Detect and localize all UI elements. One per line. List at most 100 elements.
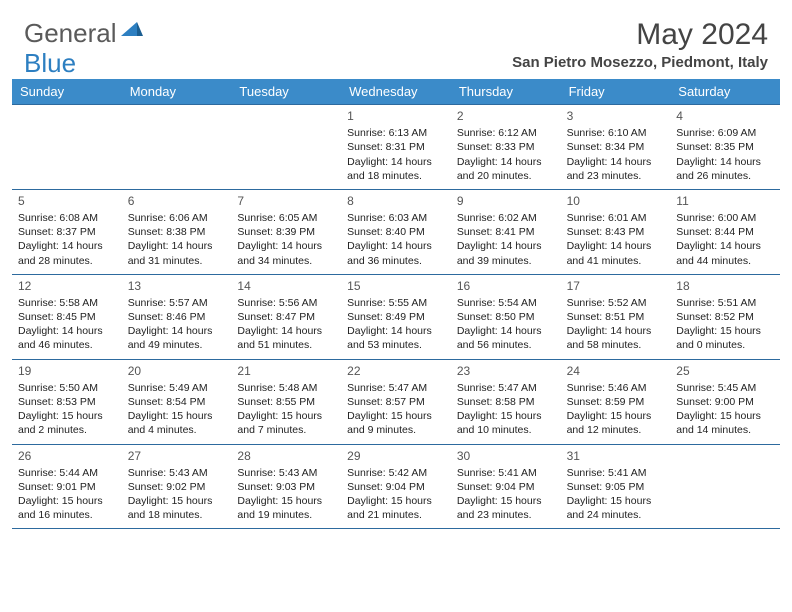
sunrise-text: Sunrise: 5:58 AM xyxy=(18,296,116,310)
daylight-text: Daylight: 15 hours and 24 minutes. xyxy=(567,494,665,522)
calendar-day: 5Sunrise: 6:08 AMSunset: 8:37 PMDaylight… xyxy=(12,190,122,274)
calendar-day: 19Sunrise: 5:50 AMSunset: 8:53 PMDayligh… xyxy=(12,360,122,444)
calendar-day: 16Sunrise: 5:54 AMSunset: 8:50 PMDayligh… xyxy=(451,275,561,359)
sunrise-text: Sunrise: 5:41 AM xyxy=(457,466,555,480)
sunset-text: Sunset: 8:59 PM xyxy=(567,395,665,409)
sunrise-text: Sunrise: 5:54 AM xyxy=(457,296,555,310)
daylight-text: Daylight: 14 hours and 36 minutes. xyxy=(347,239,445,267)
weekday-sat: Saturday xyxy=(670,79,780,104)
sunrise-text: Sunrise: 6:05 AM xyxy=(237,211,335,225)
sunset-text: Sunset: 8:52 PM xyxy=(676,310,774,324)
sunrise-text: Sunrise: 5:57 AM xyxy=(128,296,226,310)
calendar-week: 1Sunrise: 6:13 AMSunset: 8:31 PMDaylight… xyxy=(12,104,780,190)
sunset-text: Sunset: 8:39 PM xyxy=(237,225,335,239)
sunrise-text: Sunrise: 6:06 AM xyxy=(128,211,226,225)
day-number: 31 xyxy=(567,448,665,464)
calendar-day: 12Sunrise: 5:58 AMSunset: 8:45 PMDayligh… xyxy=(12,275,122,359)
weekday-header: Sunday Monday Tuesday Wednesday Thursday… xyxy=(12,79,780,104)
day-number: 17 xyxy=(567,278,665,294)
calendar-week: 26Sunrise: 5:44 AMSunset: 9:01 PMDayligh… xyxy=(12,445,780,530)
day-number: 21 xyxy=(237,363,335,379)
calendar-day: 23Sunrise: 5:47 AMSunset: 8:58 PMDayligh… xyxy=(451,360,561,444)
weekday-fri: Friday xyxy=(561,79,671,104)
daylight-text: Daylight: 14 hours and 23 minutes. xyxy=(567,155,665,183)
daylight-text: Daylight: 15 hours and 9 minutes. xyxy=(347,409,445,437)
weekday-mon: Monday xyxy=(122,79,232,104)
sunset-text: Sunset: 8:46 PM xyxy=(128,310,226,324)
daylight-text: Daylight: 14 hours and 51 minutes. xyxy=(237,324,335,352)
logo-icon xyxy=(121,22,143,45)
daylight-text: Daylight: 14 hours and 39 minutes. xyxy=(457,239,555,267)
sunset-text: Sunset: 8:35 PM xyxy=(676,140,774,154)
sunrise-text: Sunrise: 5:47 AM xyxy=(347,381,445,395)
day-number: 15 xyxy=(347,278,445,294)
calendar-day: 1Sunrise: 6:13 AMSunset: 8:31 PMDaylight… xyxy=(341,105,451,189)
calendar-empty xyxy=(670,445,780,529)
daylight-text: Daylight: 14 hours and 49 minutes. xyxy=(128,324,226,352)
day-number: 25 xyxy=(676,363,774,379)
day-number: 12 xyxy=(18,278,116,294)
calendar-day: 11Sunrise: 6:00 AMSunset: 8:44 PMDayligh… xyxy=(670,190,780,274)
daylight-text: Daylight: 15 hours and 7 minutes. xyxy=(237,409,335,437)
sunset-text: Sunset: 8:34 PM xyxy=(567,140,665,154)
calendar-day: 27Sunrise: 5:43 AMSunset: 9:02 PMDayligh… xyxy=(122,445,232,529)
page-title: May 2024 xyxy=(512,18,768,52)
sunset-text: Sunset: 8:53 PM xyxy=(18,395,116,409)
sunrise-text: Sunrise: 5:48 AM xyxy=(237,381,335,395)
calendar-day: 31Sunrise: 5:41 AMSunset: 9:05 PMDayligh… xyxy=(561,445,671,529)
calendar-day: 26Sunrise: 5:44 AMSunset: 9:01 PMDayligh… xyxy=(12,445,122,529)
sunrise-text: Sunrise: 5:41 AM xyxy=(567,466,665,480)
sunrise-text: Sunrise: 6:03 AM xyxy=(347,211,445,225)
day-number: 26 xyxy=(18,448,116,464)
daylight-text: Daylight: 14 hours and 34 minutes. xyxy=(237,239,335,267)
sunrise-text: Sunrise: 6:08 AM xyxy=(18,211,116,225)
day-number: 9 xyxy=(457,193,555,209)
calendar-day: 22Sunrise: 5:47 AMSunset: 8:57 PMDayligh… xyxy=(341,360,451,444)
day-number: 20 xyxy=(128,363,226,379)
sunset-text: Sunset: 8:44 PM xyxy=(676,225,774,239)
calendar-day: 15Sunrise: 5:55 AMSunset: 8:49 PMDayligh… xyxy=(341,275,451,359)
daylight-text: Daylight: 14 hours and 53 minutes. xyxy=(347,324,445,352)
sunrise-text: Sunrise: 6:12 AM xyxy=(457,126,555,140)
sunrise-text: Sunrise: 6:02 AM xyxy=(457,211,555,225)
weekday-thu: Thursday xyxy=(451,79,561,104)
calendar-empty xyxy=(12,105,122,189)
sunset-text: Sunset: 8:38 PM xyxy=(128,225,226,239)
calendar-day: 4Sunrise: 6:09 AMSunset: 8:35 PMDaylight… xyxy=(670,105,780,189)
logo: General xyxy=(24,18,145,49)
sunrise-text: Sunrise: 5:47 AM xyxy=(457,381,555,395)
sunrise-text: Sunrise: 5:42 AM xyxy=(347,466,445,480)
calendar-day: 25Sunrise: 5:45 AMSunset: 9:00 PMDayligh… xyxy=(670,360,780,444)
sunrise-text: Sunrise: 5:46 AM xyxy=(567,381,665,395)
calendar: Sunday Monday Tuesday Wednesday Thursday… xyxy=(0,79,792,529)
sunset-text: Sunset: 8:50 PM xyxy=(457,310,555,324)
calendar-day: 14Sunrise: 5:56 AMSunset: 8:47 PMDayligh… xyxy=(231,275,341,359)
title-block: May 2024 San Pietro Mosezzo, Piedmont, I… xyxy=(512,18,768,71)
calendar-day: 29Sunrise: 5:42 AMSunset: 9:04 PMDayligh… xyxy=(341,445,451,529)
location-label: San Pietro Mosezzo, Piedmont, Italy xyxy=(512,54,768,71)
calendar-day: 28Sunrise: 5:43 AMSunset: 9:03 PMDayligh… xyxy=(231,445,341,529)
daylight-text: Daylight: 15 hours and 21 minutes. xyxy=(347,494,445,522)
sunset-text: Sunset: 8:54 PM xyxy=(128,395,226,409)
day-number: 18 xyxy=(676,278,774,294)
sunset-text: Sunset: 8:43 PM xyxy=(567,225,665,239)
daylight-text: Daylight: 15 hours and 10 minutes. xyxy=(457,409,555,437)
calendar-empty xyxy=(122,105,232,189)
calendar-week: 19Sunrise: 5:50 AMSunset: 8:53 PMDayligh… xyxy=(12,360,780,445)
sunset-text: Sunset: 8:49 PM xyxy=(347,310,445,324)
calendar-empty xyxy=(231,105,341,189)
header: General May 2024 San Pietro Mosezzo, Pie… xyxy=(0,0,792,79)
sunrise-text: Sunrise: 5:52 AM xyxy=(567,296,665,310)
sunrise-text: Sunrise: 6:10 AM xyxy=(567,126,665,140)
daylight-text: Daylight: 14 hours and 28 minutes. xyxy=(18,239,116,267)
daylight-text: Daylight: 15 hours and 4 minutes. xyxy=(128,409,226,437)
calendar-day: 7Sunrise: 6:05 AMSunset: 8:39 PMDaylight… xyxy=(231,190,341,274)
calendar-day: 3Sunrise: 6:10 AMSunset: 8:34 PMDaylight… xyxy=(561,105,671,189)
weekday-sun: Sunday xyxy=(12,79,122,104)
day-number: 4 xyxy=(676,108,774,124)
sunrise-text: Sunrise: 5:43 AM xyxy=(128,466,226,480)
day-number: 28 xyxy=(237,448,335,464)
calendar-day: 17Sunrise: 5:52 AMSunset: 8:51 PMDayligh… xyxy=(561,275,671,359)
daylight-text: Daylight: 14 hours and 46 minutes. xyxy=(18,324,116,352)
daylight-text: Daylight: 15 hours and 14 minutes. xyxy=(676,409,774,437)
